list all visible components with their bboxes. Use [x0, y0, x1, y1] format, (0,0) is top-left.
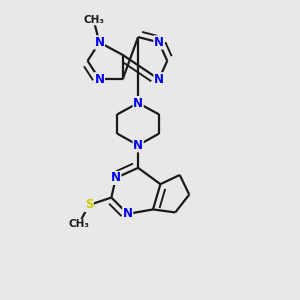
Text: N: N: [154, 73, 164, 86]
Text: S: S: [85, 199, 93, 212]
Text: N: N: [133, 139, 143, 152]
Text: N: N: [154, 36, 164, 49]
Text: N: N: [111, 171, 121, 184]
Text: CH₃: CH₃: [68, 219, 89, 229]
Text: N: N: [123, 207, 133, 220]
Text: N: N: [133, 97, 143, 110]
Text: N: N: [94, 36, 104, 49]
Text: N: N: [94, 73, 104, 86]
Text: CH₃: CH₃: [83, 15, 104, 25]
